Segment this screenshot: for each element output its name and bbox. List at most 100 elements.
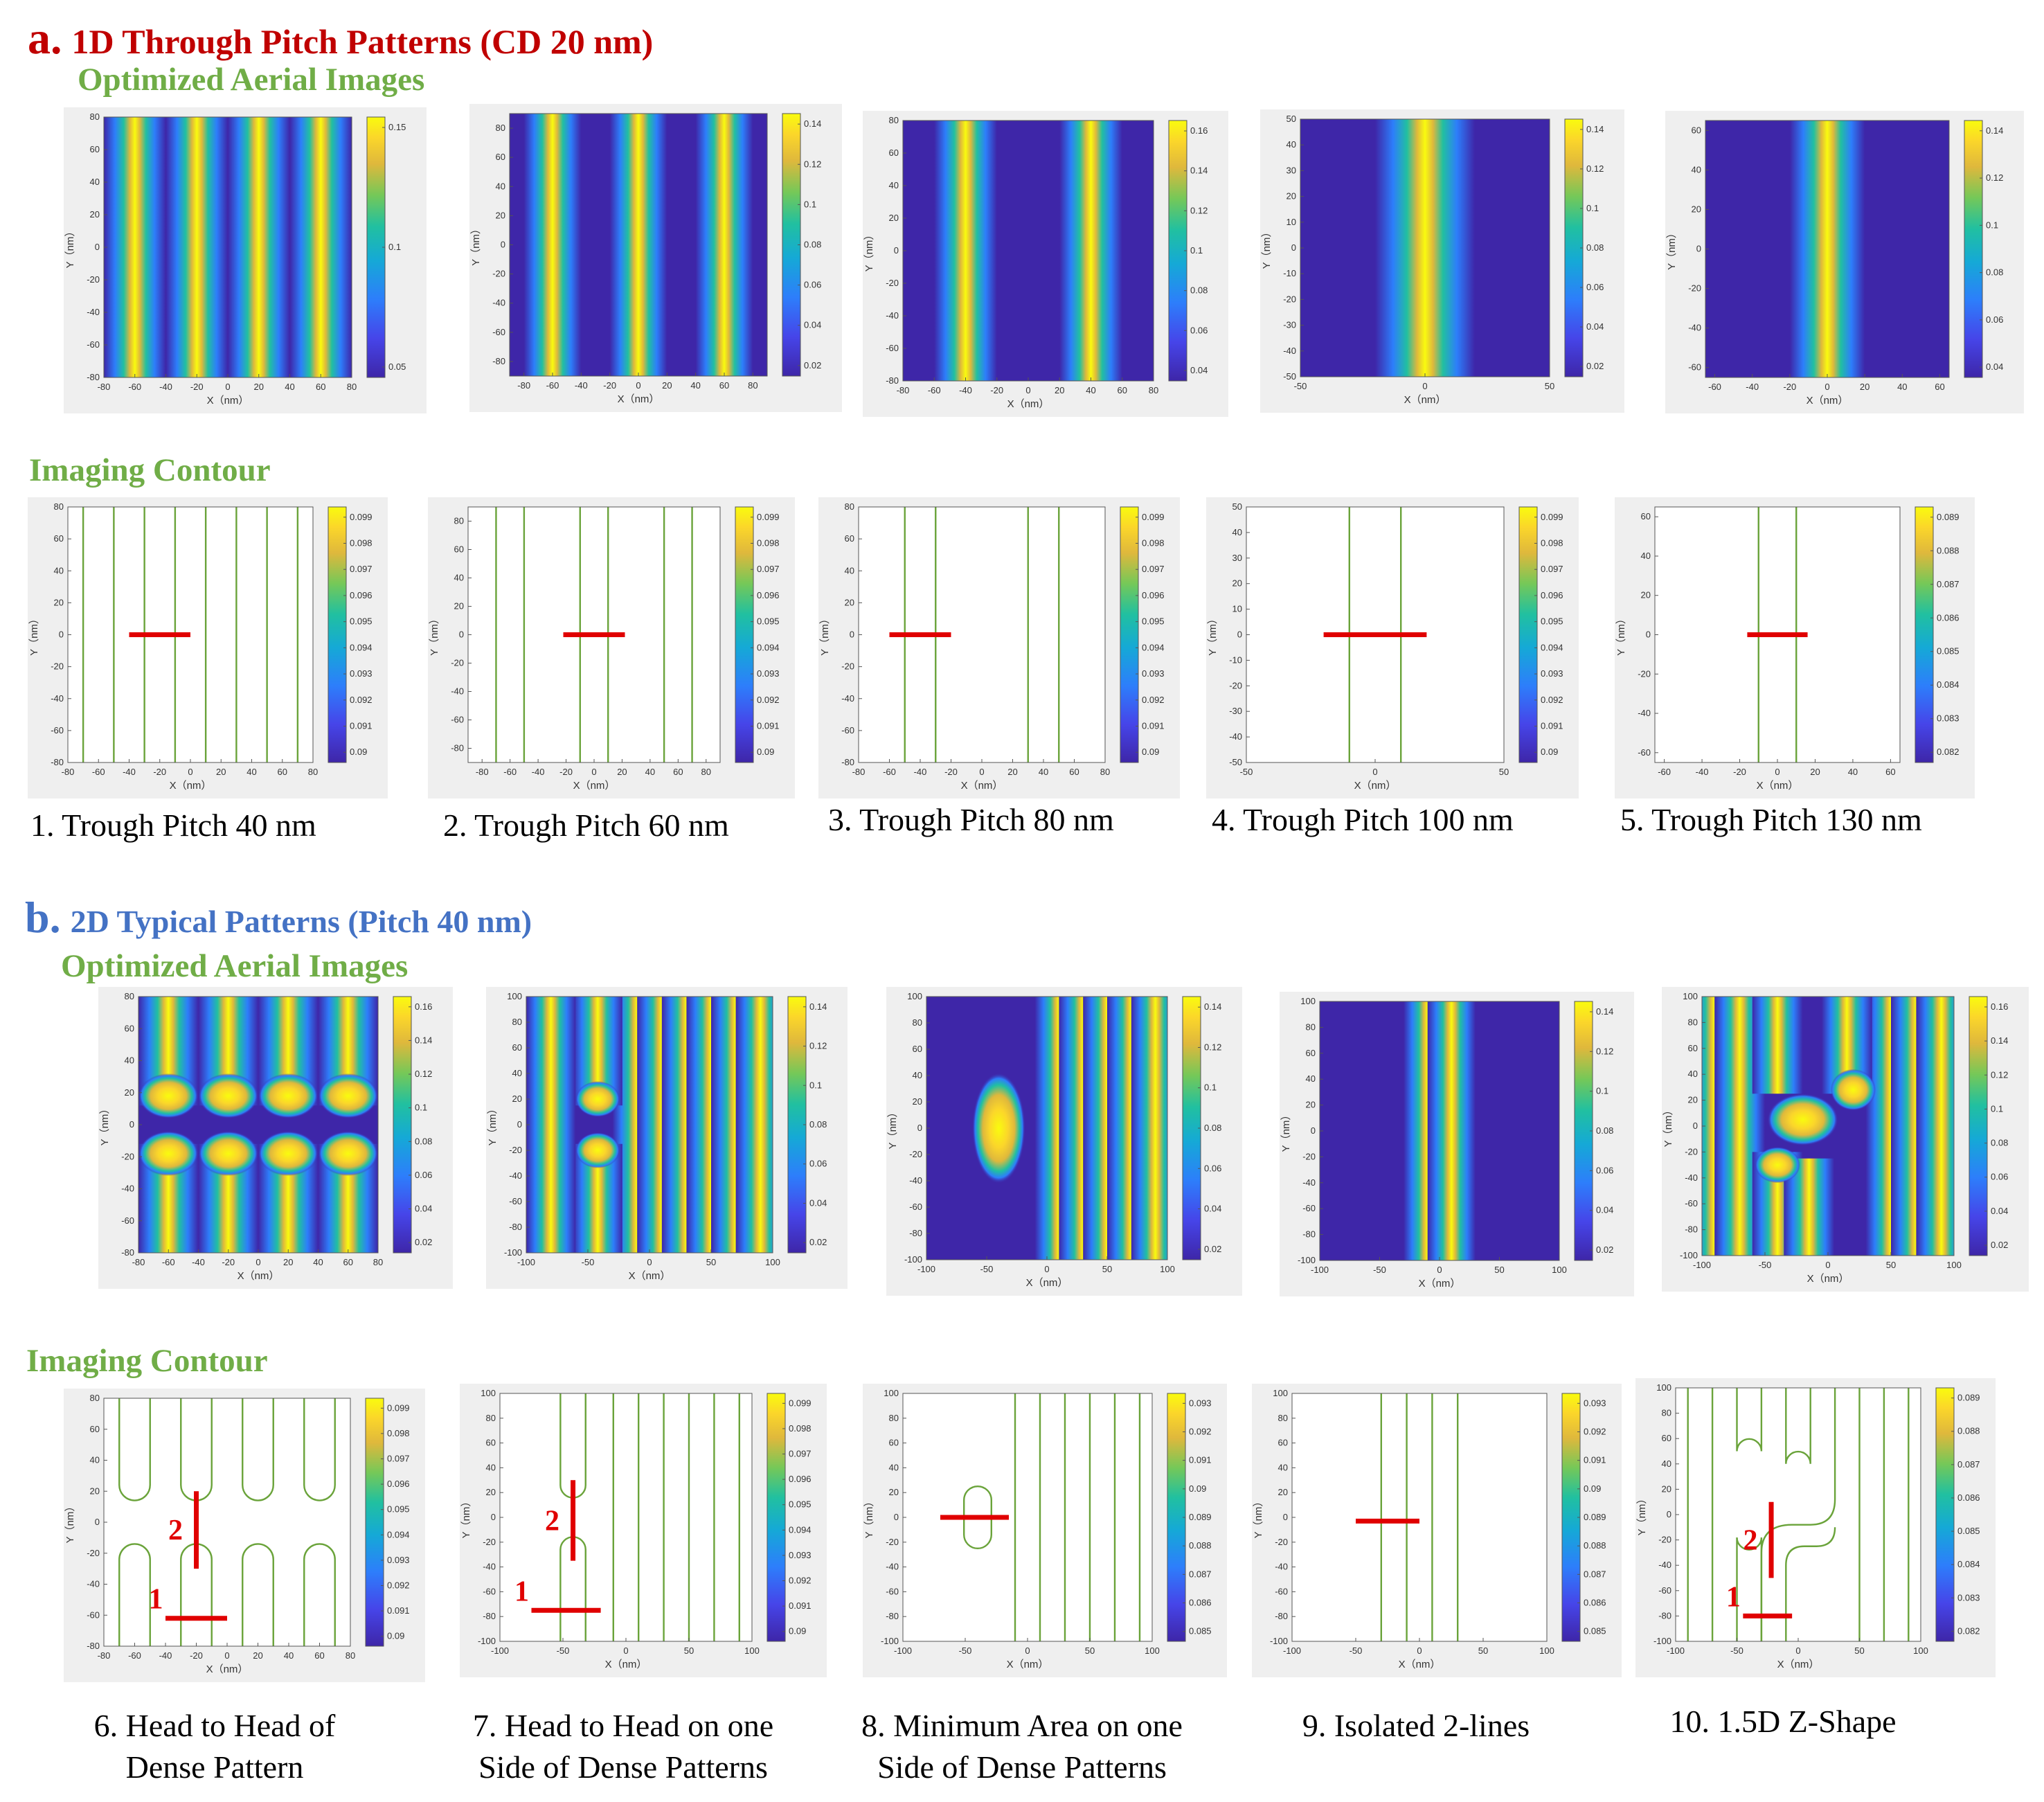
y-tick-label: 60: [125, 1023, 134, 1033]
section-a-heading: 1D Through Pitch Patterns (CD 20 nm): [71, 22, 654, 61]
y-tick-label: -20: [841, 661, 854, 672]
colorbar-tick-label: 0.093: [350, 668, 373, 679]
colorbar-tick-label: 0.1: [1596, 1086, 1608, 1096]
y-tick-label: -80: [483, 1611, 496, 1621]
line-end-contour: [118, 1398, 151, 1501]
colorbar-tick-label: 0.094: [387, 1529, 410, 1540]
caption-8-line1: 8. Minimum Area on one: [861, 1708, 1183, 1743]
colorbar-tick-label: 0.093: [1142, 668, 1165, 679]
y-tick-label: 0: [59, 630, 64, 640]
y-tick-label: 20: [1641, 590, 1651, 600]
x-tick-label: -80: [98, 1650, 111, 1661]
line-end-blob: [138, 1073, 199, 1118]
y-tick-label: -60: [1688, 362, 1701, 373]
plot-area: [1292, 1393, 1547, 1641]
colorbar-tick-label: 0.16: [1991, 1001, 2008, 1012]
x-tick-label: -50: [1350, 1645, 1363, 1656]
y-tick-label: 100: [1273, 1388, 1288, 1398]
x-tick-label: 50: [1085, 1645, 1095, 1656]
y-tick-label: -100: [1270, 1636, 1288, 1646]
x-tick-label: 0: [591, 767, 596, 777]
colorbar-tick-label: 0.084: [1957, 1559, 1980, 1569]
caption-6: 6. Head to Head of Dense Pattern: [42, 1705, 388, 1788]
intensity-stripe: [934, 121, 997, 381]
colorbar-tick-label: 0.089: [1957, 1393, 1980, 1403]
y-tick-label: 20: [486, 1487, 496, 1497]
colorbar: [766, 1393, 786, 1642]
line-end-contour: [303, 1398, 336, 1501]
line-end-blob: [575, 1132, 620, 1168]
colorbar-tick-label: 0.12: [1586, 163, 1604, 174]
x-axis-label: X（nm）: [1404, 394, 1446, 406]
caption-9: 9. Isolated 2-lines: [1260, 1705, 1572, 1747]
x-tick-label: 40: [246, 767, 256, 777]
colorbar-tick-label: 0.04: [1586, 321, 1604, 332]
y-axis-label: Y（nm）: [887, 1107, 899, 1150]
y-tick-label: 60: [913, 1044, 922, 1054]
colorbar-tick-label: 0.02: [1204, 1244, 1221, 1254]
colorbar-tick-label: 0.08: [1190, 285, 1208, 296]
plot-area: [510, 114, 767, 376]
colorbar-tick-label: 0.06: [804, 280, 821, 290]
colorbar-tick-label: 0.1: [1991, 1103, 2003, 1114]
y-tick-label: -20: [1283, 294, 1296, 304]
chart-a-aerial-4: -50 0 50 -50 -40 -30 -20 -10 0 10 20 30 40 50 X（nm） Y（n…: [1260, 109, 1624, 413]
x-tick-label: 0: [1825, 1260, 1830, 1270]
colorbar-tick-label: 0.12: [804, 159, 821, 169]
heatmap-svg: -100 -50 0 50 100 -100 -80 -60 -40 -20 0 20 40 60 80 10…: [887, 991, 1221, 1289]
colorbar-tick-label: 0.097: [387, 1454, 410, 1464]
y-tick-label: -60: [1685, 1198, 1698, 1208]
y-tick-label: -20: [87, 1548, 100, 1558]
x-tick-label: -50: [1759, 1260, 1772, 1270]
intensity-stripe: [735, 997, 773, 1253]
y-tick-label: 80: [1278, 1413, 1288, 1423]
y-tick-label: -50: [1283, 371, 1296, 382]
x-tick-label: 80: [701, 767, 711, 777]
colorbar-tick-label: 0.09: [789, 1626, 806, 1636]
caption-6-line2: Dense Pattern: [125, 1749, 304, 1785]
y-tick-label: -60: [492, 327, 505, 337]
y-axis-label: Y（nm）: [64, 1501, 76, 1544]
colorbar-tick-label: 0.093: [1541, 668, 1563, 679]
colorbar: [1935, 1387, 1955, 1642]
y-tick-label: 0: [95, 242, 100, 252]
minimum-area-contour: [963, 1486, 992, 1549]
heatmap-svg: -80 -60 -40 -20 0 20 40 60 80 -80 -60 -40 -20 0 20 40 60…: [64, 111, 406, 407]
y-tick-label: 40: [512, 1068, 522, 1078]
colorbar: [1120, 506, 1139, 763]
plot-area: [500, 1393, 752, 1641]
contour-background: [500, 1393, 752, 1641]
y-tick-label: -100: [1298, 1255, 1316, 1265]
y-tick-label: 20: [889, 213, 899, 223]
y-tick-label: -60: [51, 725, 64, 735]
x-tick-label: 20: [1810, 767, 1820, 777]
x-tick-label: 100: [744, 1645, 760, 1656]
colorbar-tick-label: 0.099: [757, 512, 780, 522]
chart-b-contour-7: 1 2 -100 -50 0 50 100 -100 -80 -60 -40 -20 0 20 40 60 80…: [460, 1384, 827, 1677]
y-tick-label: 40: [90, 1455, 100, 1465]
line-end-blob: [258, 1073, 319, 1118]
colorbar-tick-label: 0.12: [1596, 1046, 1613, 1056]
y-tick-label: 0: [1283, 1512, 1288, 1522]
chart-a-contour-5: -60 -40 -20 0 20 40 60 -60 -40 -20 0 20 40 60 X（nm） Y（n…: [1615, 497, 1975, 799]
x-tick-label: -20: [944, 767, 958, 777]
colorbar-tick-label: 0.14: [1986, 125, 2003, 136]
y-tick-label: 20: [454, 601, 464, 612]
minimum-area-blob: [972, 1073, 1025, 1184]
x-tick-label: -50: [557, 1645, 570, 1656]
heatmap-svg: -80 -60 -40 -20 0 20 40 60 80 -80 -60 -40 -20 0 20 40 60…: [470, 113, 821, 405]
y-tick-label: 20: [512, 1094, 522, 1104]
x-axis-label: X（nm）: [1354, 780, 1397, 792]
x-tick-label: -80: [132, 1257, 145, 1267]
y-tick-label: 40: [889, 180, 899, 190]
x-tick-label: 40: [313, 1257, 323, 1267]
x-tick-label: -20: [990, 385, 1003, 395]
y-tick-label: 80: [845, 501, 854, 512]
y-tick-label: -60: [886, 1586, 899, 1596]
colorbar-tick-label: 0.099: [789, 1398, 812, 1408]
y-tick-label: -20: [492, 269, 505, 279]
x-tick-label: 20: [216, 767, 226, 777]
caption-4: 4. Trough Pitch 100 nm: [1212, 802, 1514, 837]
chart-a-contour-4: -50 0 50 -50 -40 -30 -20 -10 0 10 20 30 40 50 X（nm） Y（n…: [1206, 497, 1579, 799]
y-tick-label: 40: [1641, 551, 1651, 561]
